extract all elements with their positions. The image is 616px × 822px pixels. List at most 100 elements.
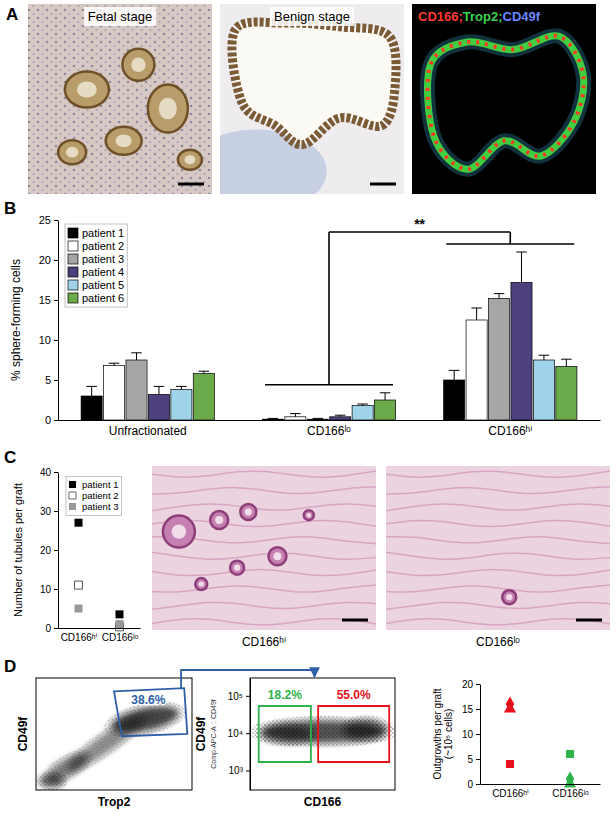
tick-mark <box>54 589 58 590</box>
error-bar-stem <box>136 353 137 360</box>
axis-title-line: Number of tubules per graft <box>12 483 24 617</box>
annotation: Comp-APC-A :: CD49f <box>210 699 218 769</box>
duct-lumen <box>116 135 132 148</box>
image-background <box>412 4 596 194</box>
tick: 10 <box>39 334 58 346</box>
error-bar <box>380 393 391 400</box>
tick-label: CD166ˡᵒ <box>307 424 351 438</box>
legend-item: patient 1 <box>69 479 118 490</box>
y-axis: 0510152025 <box>39 214 59 426</box>
error-bar-cap <box>313 418 324 419</box>
legend-swatch <box>68 254 78 264</box>
tick-label: 10 <box>39 334 51 346</box>
error-bar <box>131 353 142 360</box>
point <box>116 620 124 628</box>
image-title-part: Trop2; <box>463 9 503 24</box>
tubule <box>210 511 228 529</box>
tick-mark <box>54 511 58 512</box>
axis-line <box>59 420 601 421</box>
bar <box>285 417 306 420</box>
legend-swatch <box>68 241 78 251</box>
tick-mark <box>476 684 480 685</box>
tick-mark <box>476 759 480 760</box>
legend-label: patient 3 <box>82 501 118 512</box>
duct <box>58 140 86 164</box>
density-speckle <box>254 721 319 746</box>
fiber <box>152 552 376 559</box>
scale-bar <box>576 619 602 622</box>
image-title-ground <box>270 7 354 26</box>
axis-title-line: % sphere-forming cells <box>9 259 23 381</box>
axis-line <box>481 784 601 785</box>
legend-swatch <box>68 280 78 290</box>
legend-swatch <box>68 228 78 238</box>
axis-line <box>250 679 251 791</box>
tick-mark <box>54 472 58 473</box>
error-bar-cap <box>290 413 301 414</box>
point <box>566 750 574 758</box>
fiber <box>386 537 610 544</box>
tick-label: Unfractionated <box>109 424 187 438</box>
duct-lumen <box>159 98 177 120</box>
tick: 15 <box>462 704 480 715</box>
legend: patient 1patient 2patient 3patient 4pati… <box>65 224 127 307</box>
tick-mark <box>476 784 480 785</box>
axis-title: Outgrowths per graft(~10⁵ cells) <box>432 688 455 779</box>
legend-swatch <box>69 481 76 488</box>
error-bar <box>357 404 368 406</box>
tick: CD166ʰⁱ <box>61 632 98 643</box>
tick: 20 <box>39 254 58 266</box>
tick: CD166ˡᵒ <box>307 424 351 438</box>
tick-label: CD166ˡᵒ <box>552 788 589 799</box>
tick-label: 20 <box>462 679 474 690</box>
tick-mark <box>54 300 58 301</box>
y-axis: 05101520 <box>462 679 481 790</box>
tick-mark <box>476 734 480 735</box>
bar <box>444 380 465 420</box>
image-title-part: CD166; <box>418 9 463 24</box>
tick: 10 <box>40 584 58 595</box>
point <box>504 702 516 713</box>
x-axis: Unfractionated CD166ˡᵒ CD166ʰⁱ <box>59 421 601 438</box>
error-bar <box>539 355 550 360</box>
duct-lumen <box>131 58 145 72</box>
bracket-line <box>509 232 511 244</box>
fiber <box>386 520 610 526</box>
density-cloud <box>260 725 312 743</box>
error-bar-stem <box>499 294 500 299</box>
point <box>116 610 124 618</box>
error-bar <box>199 371 210 373</box>
error-bar <box>176 386 187 389</box>
tick-label: CD166ʰⁱ <box>488 424 532 438</box>
scale-bar <box>342 619 368 622</box>
fiber <box>386 552 610 559</box>
duct <box>122 49 154 81</box>
axis-title-line: (~10⁵ cells) <box>443 709 454 760</box>
tick: 10 <box>462 729 480 740</box>
legend-item: patient 3 <box>68 253 124 265</box>
density-speckle <box>36 742 99 790</box>
image-title: CD166;Trop2;CD49f <box>418 9 541 24</box>
tick: CD166ˡᵒ <box>102 632 139 643</box>
bar <box>104 366 125 420</box>
bar <box>556 366 577 420</box>
error-bar-stem <box>91 386 92 396</box>
tick: 40 <box>40 467 58 478</box>
tubule <box>304 510 314 520</box>
error-bar <box>86 386 97 396</box>
bar <box>489 298 510 420</box>
gate <box>259 706 311 762</box>
tick-mark <box>54 420 58 421</box>
tick-mark <box>54 260 58 261</box>
y-axis: 10³10⁴10⁵ <box>228 679 251 791</box>
gate-label: 18.2% <box>268 688 302 702</box>
error-bar <box>494 294 505 299</box>
error-bar <box>268 418 279 420</box>
error-bar <box>313 418 324 420</box>
gate-label: 55.0% <box>337 688 371 702</box>
legend-label: patient 6 <box>82 292 124 304</box>
tick-mark <box>476 709 480 710</box>
legend-frame <box>65 224 127 307</box>
legend-label: patient 1 <box>82 227 124 239</box>
tick-label: CD166ʰⁱ <box>61 632 98 643</box>
